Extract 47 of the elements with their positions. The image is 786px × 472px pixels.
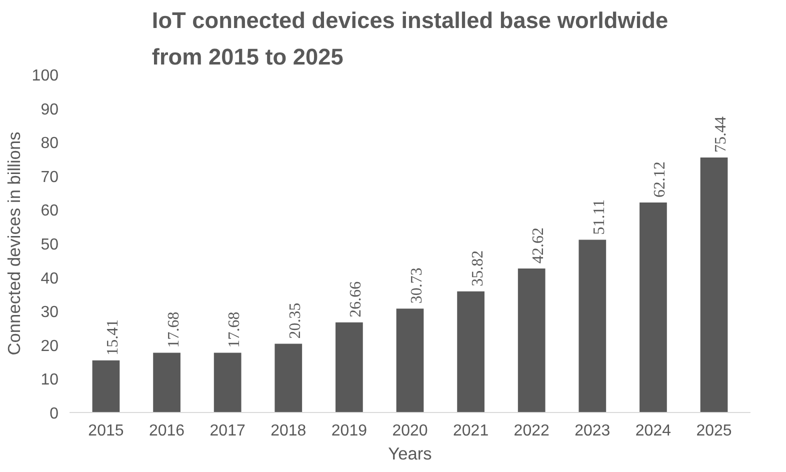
y-tick-label: 10	[40, 372, 59, 389]
bar	[153, 352, 180, 412]
data-label: 20.35	[286, 302, 304, 339]
y-tick-label: 40	[40, 270, 59, 288]
data-label: 17.68	[226, 312, 244, 348]
y-tick-label: 90	[40, 101, 59, 118]
data-label: 75.44	[712, 116, 730, 153]
bar	[92, 360, 120, 412]
x-axis-title: Years	[388, 444, 432, 464]
bar	[396, 308, 424, 412]
y-tick-label: 100	[32, 68, 59, 84]
bar	[640, 202, 667, 412]
y-tick-label: 30	[40, 304, 59, 322]
data-label: 35.82	[469, 250, 486, 286]
y-tick-label: 20	[40, 338, 59, 355]
bar	[700, 158, 728, 412]
y-tick-label: 50	[40, 236, 59, 254]
x-tick-label: 2021	[453, 422, 489, 440]
x-tick-label: 2017	[210, 422, 246, 440]
bar	[214, 352, 242, 412]
data-label: 15.41	[104, 319, 122, 356]
data-label: 30.73	[408, 268, 426, 304]
data-label: 17.68	[165, 312, 182, 348]
x-tick-label: 2016	[148, 422, 185, 440]
chart-title: IoT connected devices installed base worldwide from 2015 to 2025	[152, 7, 668, 70]
data-label: 62.12	[652, 162, 669, 198]
bar	[336, 322, 363, 412]
x-tick-label: 2025	[696, 422, 732, 440]
y-tick-label: 0	[50, 406, 59, 422]
bar	[518, 268, 546, 412]
x-tick-label: 2022	[514, 422, 550, 440]
x-tick-label: 2018	[270, 422, 306, 440]
data-label: 42.62	[530, 227, 548, 264]
x-tick-label: 2020	[392, 422, 428, 440]
data-label: 26.66	[348, 281, 365, 318]
x-tick-label: 2015	[88, 422, 124, 440]
y-tick-label: 70	[40, 168, 59, 186]
x-tick-label: 2019	[331, 422, 368, 440]
y-tick-label: 60	[40, 202, 59, 220]
data-label: 51.11	[590, 199, 608, 235]
y-axis-title: Connected devices in billions	[4, 131, 24, 356]
bar	[578, 240, 606, 412]
bar	[274, 344, 302, 412]
x-tick-label: 2023	[574, 422, 610, 440]
bar	[457, 291, 484, 412]
x-tick-label: 2024	[635, 422, 672, 440]
y-tick-label: 80	[40, 135, 59, 152]
